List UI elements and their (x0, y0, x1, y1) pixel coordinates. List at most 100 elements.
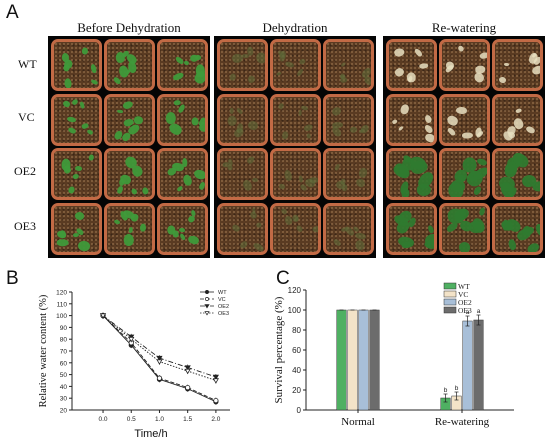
plant (231, 223, 241, 233)
plant (362, 75, 371, 87)
plant (239, 240, 249, 251)
legend-swatch-oe3 (443, 306, 457, 314)
plant (57, 238, 69, 247)
pot-vc-2 (270, 93, 321, 146)
x-tick-label-normal: Normal (341, 416, 375, 428)
x-tick-label-re-watering: Re-watering (435, 416, 490, 428)
significance-letter: a (477, 308, 481, 315)
plant (176, 185, 184, 193)
y-tick-label: 110 (57, 301, 68, 308)
plant (66, 126, 77, 135)
legend-label-oe3: OE3 (218, 311, 229, 317)
plant (476, 157, 487, 166)
plant (283, 169, 293, 182)
pot-oe2-3 (492, 148, 543, 200)
pot-vc-2 (439, 93, 490, 146)
panel-b-letter: B (6, 268, 19, 289)
plant (193, 168, 205, 181)
pot-oe2-3 (157, 148, 208, 200)
legend-label-oe2: OE2 (458, 298, 472, 307)
pot-vc-2 (104, 93, 155, 146)
y-axis-label: Survival percentage (%) (273, 296, 285, 403)
plant (413, 47, 423, 58)
plant (455, 106, 467, 114)
data-point-oe2 (156, 355, 163, 362)
legend-label-oe2: OE2 (218, 304, 229, 310)
legend-label-vc: VC (218, 297, 226, 303)
legend-marker (205, 290, 209, 294)
plant (246, 155, 257, 166)
bar-oe2-re-watering (462, 320, 473, 411)
plant (113, 219, 122, 226)
plant (478, 206, 486, 216)
bar-vc-normal (347, 309, 358, 411)
significance-letter: b (455, 385, 459, 392)
y-tick-label: 90 (60, 325, 68, 332)
plant (427, 224, 434, 235)
plant (64, 78, 73, 88)
legend-label-wt: WT (458, 282, 470, 291)
legend-swatch-oe2 (443, 298, 457, 306)
panel-a-letter: A (6, 2, 19, 23)
plant (330, 105, 344, 118)
series-line-oe3 (102, 315, 217, 381)
data-point-oe3 (184, 368, 191, 375)
significance-letter: b (444, 387, 448, 394)
plant (424, 132, 434, 143)
plant (341, 183, 349, 192)
plant (298, 110, 302, 116)
x-tick-label: 1.5 (183, 416, 192, 423)
plant (115, 185, 124, 195)
plant (178, 228, 185, 233)
plant (349, 125, 358, 134)
legend-label-wt: WT (218, 290, 227, 296)
plant (195, 54, 202, 61)
plant (458, 242, 471, 252)
plant (353, 239, 367, 252)
pot-oe3-2 (270, 202, 321, 255)
plant (228, 72, 237, 82)
x-tick-label: 2.0 (211, 416, 220, 423)
plant (254, 50, 265, 66)
pot-wt-3 (157, 39, 208, 91)
data-point-oe2 (184, 365, 191, 371)
plant (231, 52, 244, 64)
y-tick-label: 80 (292, 326, 301, 335)
plant (112, 76, 122, 86)
pot-vc-1 (217, 93, 268, 146)
photo-before-dehydration (48, 36, 210, 258)
pot-oe2-1 (386, 148, 437, 200)
bar-wt-normal (336, 309, 347, 411)
plant (507, 238, 518, 251)
data-point-oe3 (156, 359, 163, 365)
plant (90, 78, 98, 85)
plant (400, 188, 410, 197)
plant (140, 223, 147, 233)
plant (174, 55, 185, 66)
pot-oe3-3 (492, 202, 543, 255)
pot-wt-3 (323, 39, 374, 91)
data-point-vc (213, 397, 219, 404)
pot-wt-2 (439, 39, 490, 91)
y-axis-label: Relative water content (%) (38, 294, 49, 407)
plant (128, 226, 133, 233)
plant (291, 214, 299, 222)
plant (426, 239, 434, 248)
pot-vc-3 (492, 93, 543, 146)
plant (309, 176, 318, 184)
plant (278, 102, 286, 111)
plant (226, 115, 238, 127)
plant (181, 157, 188, 168)
plant (418, 62, 429, 69)
pot-oe3-1 (386, 202, 437, 255)
plant (72, 232, 79, 238)
x-tick-label: 1.0 (155, 416, 164, 423)
plant (294, 224, 304, 233)
plant (122, 100, 134, 111)
plant (339, 77, 348, 84)
legend-swatch-vc (443, 290, 457, 298)
pot-oe2-1 (217, 148, 268, 200)
plant (187, 234, 201, 246)
y-tick-label: 0 (297, 406, 302, 415)
